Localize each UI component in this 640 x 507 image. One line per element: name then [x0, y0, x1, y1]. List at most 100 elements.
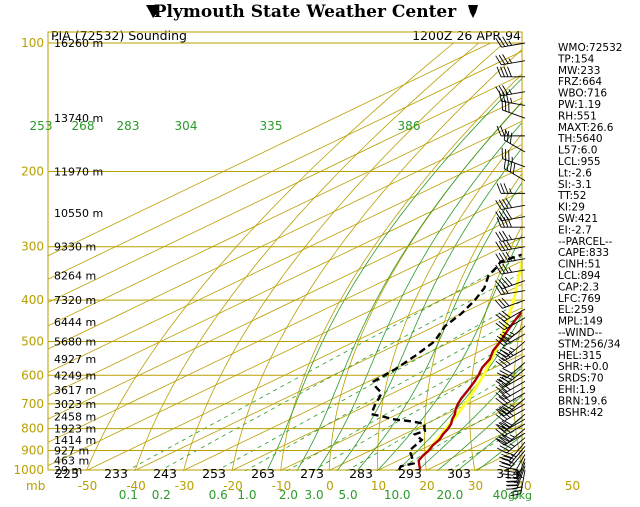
- pressure-tick-label: 700: [21, 397, 44, 411]
- index-line: FRZ:664: [558, 76, 602, 88]
- index-line: EHI:1.9: [558, 384, 596, 396]
- theta-bottom-label: 243: [153, 466, 177, 481]
- theta-label: 268: [72, 119, 95, 133]
- mixing-ratio-line: [435, 172, 640, 480]
- isotherm-line: [621, 43, 640, 470]
- height-label: 6444 m: [54, 316, 96, 329]
- index-line: EI:-2.7: [558, 224, 592, 236]
- moist-adiabat-line: [408, 43, 640, 479]
- theta-bottom-label: 293: [398, 466, 422, 481]
- pressure-unit-label: mb: [26, 479, 45, 493]
- index-line: --PARCEL--: [558, 236, 613, 248]
- temperature-tick-label: 50: [565, 479, 580, 493]
- index-line: SRDS:70: [558, 373, 604, 385]
- temperature-tick-label: 30: [468, 479, 483, 493]
- height-label: 11970 m: [54, 166, 103, 179]
- index-line: SHR:+0.0: [558, 361, 609, 373]
- index-line: PW:1.19: [558, 99, 601, 111]
- theta-label: 283: [117, 119, 140, 133]
- index-line: CAPE:833: [558, 247, 609, 259]
- height-label: 3617 m: [54, 384, 96, 397]
- height-label: 16260 m: [54, 37, 103, 50]
- mixing-ratio-label: 0.1: [119, 488, 138, 502]
- index-line: HEL:315: [558, 350, 602, 362]
- pressure-tick-label: 300: [21, 240, 44, 254]
- height-label: 3023 m: [54, 398, 96, 411]
- theta-bottom-label: 283: [349, 466, 373, 481]
- index-line: MPL:149: [558, 316, 603, 328]
- pressure-tick-label: 200: [21, 165, 44, 179]
- height-label: 4927 m: [54, 353, 96, 366]
- height-label: 10550 m: [54, 207, 103, 220]
- index-line: STM:256/34: [558, 338, 621, 350]
- mixing-ratio-label: 1.0: [237, 488, 256, 502]
- pressure-tick-label: 800: [21, 422, 44, 436]
- index-line: LFC:769: [558, 293, 601, 305]
- index-line: L57:6.0: [558, 145, 597, 157]
- isotherm-line: [39, 43, 640, 470]
- index-line: CINH:51: [558, 259, 601, 271]
- mixing-ratio-label: 5.0: [339, 488, 358, 502]
- index-line: KI:29: [558, 202, 585, 214]
- height-label: 8264 m: [54, 269, 96, 282]
- mixing-ratio-label: 0.6: [209, 488, 228, 502]
- wind-barb: [501, 158, 530, 181]
- index-line: Lt:-2.6: [558, 167, 592, 179]
- index-line: SW:421: [558, 213, 598, 225]
- temperature-tick-label: -30: [175, 479, 195, 493]
- pressure-tick-label: 900: [21, 443, 44, 457]
- height-label: 4249 m: [54, 369, 96, 382]
- index-line: TH:5640: [557, 133, 603, 145]
- dry-adiabat-lines: [83, 43, 640, 479]
- theta-bottom-label: 223: [55, 466, 79, 481]
- wind-barb: [496, 207, 525, 222]
- pressure-tick-label: 400: [21, 293, 44, 307]
- wind-barb: [496, 51, 525, 66]
- temperature-tick-label: 20: [419, 479, 434, 493]
- wind-barb: [501, 129, 530, 152]
- pressure-tick-label: 1000: [13, 463, 44, 477]
- height-label: 7320 m: [54, 294, 96, 307]
- index-line: CAP:2.3: [558, 281, 599, 293]
- temperature-tick-label: 0: [326, 479, 334, 493]
- height-label: 9330 m: [54, 241, 96, 254]
- pressure-tick-label: 500: [21, 334, 44, 348]
- index-line: WBO:716: [558, 88, 607, 100]
- wind-barb: [496, 227, 525, 242]
- index-line: MW:233: [558, 65, 600, 77]
- theta-label: 386: [398, 119, 421, 133]
- height-label: 5680 m: [54, 335, 96, 348]
- mixing-ratio-label: 2.0: [279, 488, 298, 502]
- moist-adiabat-line: [292, 43, 581, 479]
- index-line: EL:259: [558, 304, 594, 316]
- index-line: LCL:955: [558, 156, 601, 168]
- mixing-ratio-label: 20.0: [437, 488, 464, 502]
- theta-label: 304: [175, 119, 198, 133]
- isobar-lines: [48, 43, 522, 470]
- mixing-ratio-label: 10.0: [384, 488, 411, 502]
- pressure-tick-label: 600: [21, 368, 44, 382]
- theta-bottom-label: 233: [104, 466, 128, 481]
- index-line: TT:52: [557, 190, 586, 202]
- header-glyph-right: [468, 5, 478, 18]
- pressure-tick-label: 100: [21, 36, 44, 50]
- theta-bottom-label: 273: [300, 466, 324, 481]
- index-line: SI:-3.1: [558, 179, 592, 191]
- index-line: BRN:19.6: [558, 395, 608, 407]
- page-title: Plymouth State Weather Center: [154, 2, 457, 22]
- mixing-ratio-label: 3.0: [305, 488, 324, 502]
- dry-adiabat-line: [597, 43, 640, 479]
- mixing-ratio-label: 0.2: [152, 488, 171, 502]
- theta-label: 335: [260, 119, 283, 133]
- index-line: --WIND--: [558, 327, 602, 339]
- temperature-tick-label: -50: [78, 479, 98, 493]
- theta-label: 253: [30, 119, 53, 133]
- index-line: BSHR:42: [558, 407, 603, 419]
- index-line: TP:154: [557, 53, 595, 65]
- sounding-indices: WMO:72532TP:154MW:233FRZ:664WBO:716PW:1.…: [557, 42, 622, 419]
- index-line: MAXT:26.6: [558, 122, 614, 134]
- index-line: WMO:72532: [558, 42, 622, 54]
- index-line: RH:551: [558, 110, 597, 122]
